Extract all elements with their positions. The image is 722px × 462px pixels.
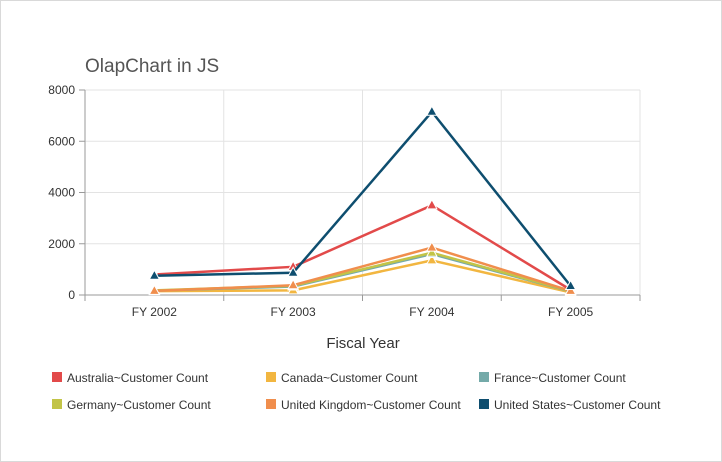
legend-item: France~Customer Count: [479, 371, 626, 385]
y-tick-label: 0: [68, 288, 75, 302]
y-tick-label: 8000: [48, 83, 75, 97]
legend-label: United Kingdom~Customer Count: [281, 398, 461, 412]
series-group: [148, 105, 577, 297]
series-line-group: [148, 105, 577, 291]
x-tick-label: FY 2003: [271, 305, 316, 319]
legend-swatch: [479, 372, 489, 382]
legend-label: Canada~Customer Count: [281, 371, 418, 385]
legend-item: United Kingdom~Customer Count: [266, 398, 461, 412]
y-tick-label: 6000: [48, 134, 75, 148]
series-line: [154, 259, 571, 294]
legend-item: United States~Customer Count: [479, 398, 661, 412]
legend-swatch: [52, 399, 62, 409]
legend-label: Australia~Customer Count: [67, 371, 209, 385]
x-axis-title: Fiscal Year: [326, 335, 399, 352]
x-tick-label: FY 2004: [409, 305, 454, 319]
x-tick-label: FY 2002: [132, 305, 177, 319]
data-point: [426, 246, 438, 257]
legend-item: Germany~Customer Count: [52, 398, 211, 412]
data-point: [426, 253, 438, 265]
data-point: [564, 279, 577, 291]
legend: Australia~Customer Count Canada~Customer …: [52, 371, 661, 412]
data-point: [148, 284, 161, 295]
y-tick-label: 2000: [48, 237, 75, 251]
data-point: [426, 105, 438, 116]
data-point: [287, 278, 299, 290]
data-point: [148, 269, 161, 280]
data-point: [287, 266, 299, 277]
data-point: [426, 198, 438, 210]
y-tick-label: 4000: [48, 186, 75, 200]
chart-title: OlapChart in JS: [85, 56, 219, 77]
legend-swatch: [479, 399, 489, 409]
legend-label: France~Customer Count: [494, 371, 626, 385]
x-tick-label: FY 2005: [548, 305, 593, 319]
axes: 0 2000 4000 6000 8000 FY 2002 FY 2003 FY 2004 FY…: [48, 83, 641, 319]
legend-swatch: [52, 372, 62, 382]
legend-swatch: [266, 399, 276, 409]
legend-swatch: [266, 372, 276, 382]
data-point: [426, 241, 438, 252]
series-line: [154, 204, 572, 291]
legend-label: United States~Customer Count: [494, 398, 661, 412]
series-line: [154, 110, 572, 287]
series-line: [154, 246, 571, 293]
legend-item: Australia~Customer Count: [52, 371, 209, 385]
legend-label: Germany~Customer Count: [67, 398, 211, 412]
legend-item: Canada~Customer Count: [266, 371, 418, 385]
